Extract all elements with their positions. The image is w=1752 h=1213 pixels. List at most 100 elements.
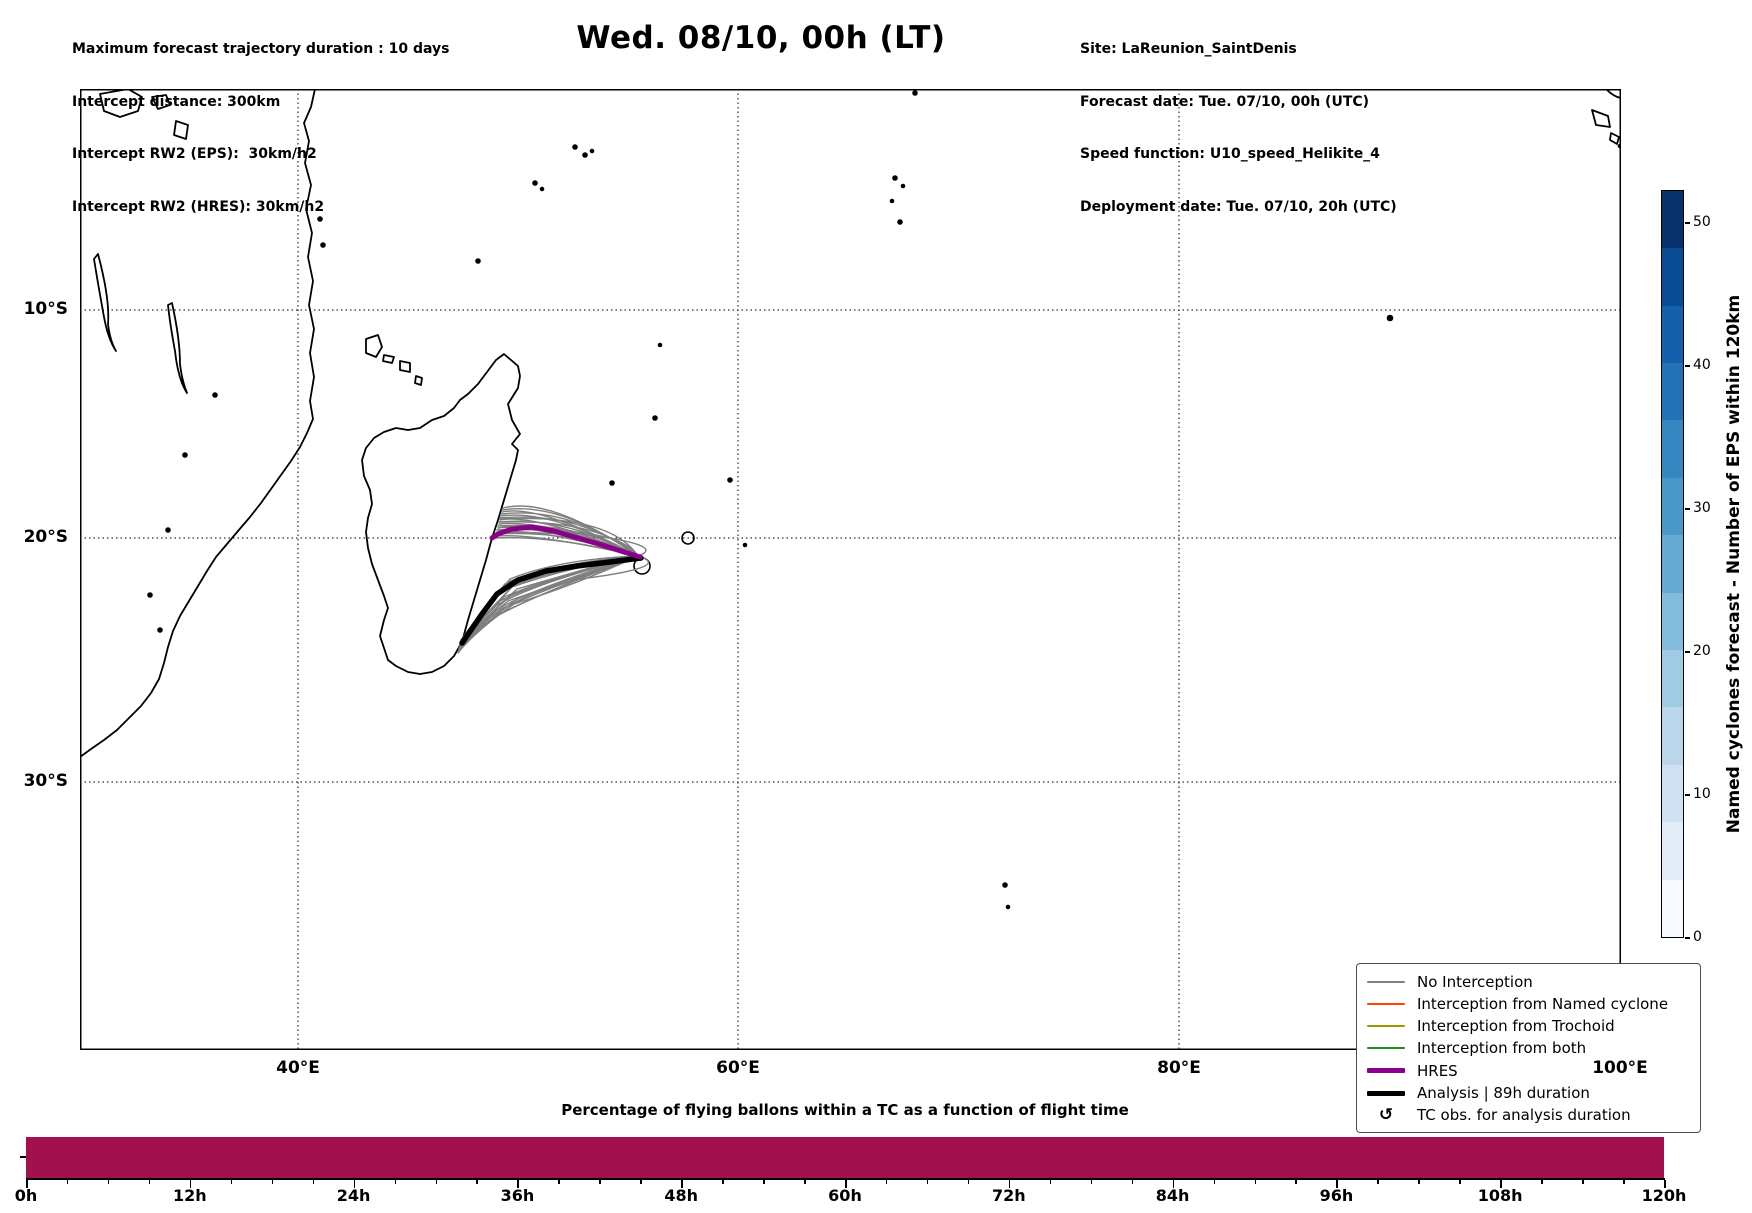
x-tick: [1254, 1180, 1256, 1184]
legend-sample: [1367, 1090, 1405, 1096]
legend-line-sample: [1367, 1090, 1405, 1096]
legend-item: Interception from Trochoid: [1367, 1016, 1690, 1037]
x-tick: [1213, 1180, 1216, 1184]
map-canvas: [80, 89, 1621, 1050]
legend-item: Interception from Named cyclone: [1367, 993, 1690, 1014]
legend-sample: ↺: [1367, 1107, 1405, 1124]
island: [1005, 904, 1011, 910]
colorbar-tick-label: 20: [1693, 642, 1711, 659]
legend-label: HRES: [1417, 1061, 1458, 1080]
x-tick: [1541, 1180, 1543, 1184]
header-line: Forecast date: Tue. 07/10, 00h (UTC): [1080, 93, 1370, 110]
legend-sample: [1367, 1068, 1405, 1074]
colorbar-tick-label: 0: [1693, 929, 1702, 945]
island: [182, 452, 188, 458]
island: [317, 216, 323, 222]
x-tick: [271, 1180, 274, 1184]
legend-item: No Interception: [1367, 971, 1690, 992]
island: [589, 148, 595, 154]
ensemble-trajectory: [461, 555, 639, 649]
colorbar-step: [1662, 592, 1683, 651]
x-tick-label: 96h: [1319, 1186, 1354, 1205]
x-tick: [353, 1180, 356, 1188]
x-tick-label: 84h: [1155, 1186, 1190, 1205]
legend-item: HRES: [1367, 1060, 1690, 1081]
legend-item: Interception from both: [1367, 1038, 1690, 1059]
x-tick: [1049, 1180, 1052, 1184]
colorbar-step: [1662, 420, 1683, 478]
x-tick: [148, 1180, 151, 1184]
colorbar-tick-label: 50: [1693, 213, 1711, 230]
island: [897, 219, 903, 225]
colorbar-axis-label: Named cyclones forecast - Number of EPS …: [1724, 294, 1744, 834]
x-tick: [1336, 1180, 1338, 1188]
x-tick: [722, 1180, 724, 1184]
island: [147, 592, 153, 598]
island: [892, 175, 898, 181]
island: [1386, 314, 1394, 322]
lon-tick-label: 100°E: [1592, 1058, 1648, 1078]
coastline: [80, 89, 316, 758]
lat-tick-label: 10°S: [23, 299, 68, 319]
colorbar-step: [1662, 535, 1683, 593]
x-tick: [107, 1180, 110, 1184]
x-tick: [763, 1180, 765, 1184]
bottom-chart-y-tick: [20, 1156, 26, 1158]
legend-line-sample: [1367, 1002, 1405, 1005]
page-title: Wed. 08/10, 00h (LT): [576, 20, 946, 56]
colorbar-tick: [1685, 937, 1690, 939]
colorbar-tick: [1685, 365, 1690, 367]
map-panel: No Interception Interception from Named c…: [80, 89, 1701, 1133]
island: [727, 477, 733, 483]
x-tick: [476, 1180, 478, 1184]
header-line: Maximum forecast trajectory duration : 1…: [72, 41, 450, 57]
legend-label: Interception from Trochoid: [1417, 1017, 1615, 1036]
colorbar-step: [1662, 305, 1683, 364]
x-tick: [1582, 1180, 1584, 1184]
colorbar-step: [1662, 764, 1683, 823]
legend-label: Interception from Named cyclone: [1417, 994, 1669, 1013]
x-tick: [599, 1180, 601, 1184]
coastline: [173, 120, 189, 140]
island: [652, 415, 658, 421]
island: [539, 186, 545, 192]
x-tick: [517, 1180, 519, 1188]
colorbar: [1661, 190, 1684, 938]
colorbar-step: [1662, 190, 1683, 249]
legend-label: TC obs. for analysis duration: [1417, 1106, 1631, 1125]
legend-sample: [1367, 980, 1405, 983]
bottom-chart-title: Percentage of flying ballons within a TC…: [561, 1101, 1129, 1119]
legend-sample: [1367, 1002, 1405, 1005]
colorbar-tick: [1685, 651, 1690, 653]
x-tick-label: 0h: [14, 1186, 38, 1205]
coastline: [1591, 109, 1611, 128]
lon-tick-label: 40°E: [276, 1058, 320, 1078]
x-tick: [558, 1180, 560, 1184]
header-line: Speed function: U10_speed_Helikite_4: [1080, 146, 1380, 162]
x-tick: [230, 1180, 233, 1184]
coastline: [1609, 132, 1620, 145]
x-tick: [885, 1180, 888, 1184]
coastline: [99, 89, 143, 118]
coastline: [93, 253, 117, 352]
island: [1002, 882, 1008, 888]
colorbar-tick: [1685, 222, 1690, 224]
colorbar-tick-label: 40: [1693, 356, 1711, 373]
island: [900, 183, 906, 189]
island: [889, 198, 895, 204]
island: [609, 480, 615, 486]
island: [912, 90, 918, 96]
colorbar-tick: [1685, 508, 1690, 510]
hres-track: [489, 524, 643, 560]
coastline: [365, 334, 383, 358]
island: [681, 531, 695, 545]
island: [157, 627, 163, 633]
legend-label: No Interception: [1417, 972, 1533, 991]
lat-tick-label: 30°S: [23, 771, 68, 791]
header-line: Intercept RW2 (EPS): 30km/h2: [72, 146, 317, 162]
colorbar-step: [1662, 477, 1683, 536]
x-tick-label: 120h: [1641, 1186, 1687, 1205]
island: [320, 242, 326, 248]
x-tick: [845, 1180, 847, 1188]
coastline: [167, 302, 188, 394]
